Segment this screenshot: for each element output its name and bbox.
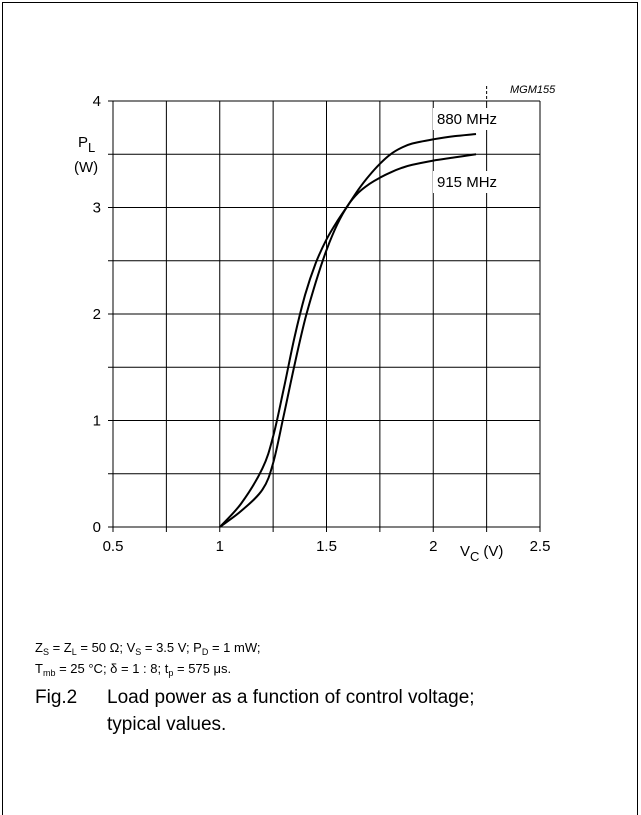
x-axis-label-main: V bbox=[460, 543, 470, 560]
series-label-880-bg bbox=[433, 108, 525, 130]
y-axis-label-main: P bbox=[78, 134, 88, 151]
y-tick-label: 0 bbox=[93, 519, 101, 536]
x-tick-label: 0.5 bbox=[103, 538, 124, 555]
figure-code: MGM155 bbox=[510, 84, 556, 96]
x-axis-label-unit: (V) bbox=[483, 543, 503, 560]
x-tick-label: 1 bbox=[216, 538, 224, 555]
x-tick-label: 1.5 bbox=[316, 538, 337, 555]
series-label-915-bg bbox=[433, 171, 525, 193]
caption-line-2: typical values. bbox=[107, 714, 227, 735]
chart: 0 1 2 3 4 0.5 1 1.5 2 2.5 MGM155 PL (W) VC (V) 880… bbox=[74, 84, 556, 564]
series-label-915: 915 MHz bbox=[437, 174, 497, 191]
grid bbox=[108, 86, 541, 532]
y-axis-label: PL bbox=[78, 134, 95, 155]
figure-number: Fig.2 bbox=[35, 687, 78, 708]
y-axis-label-sub: L bbox=[88, 140, 95, 155]
x-tick-label: 2 bbox=[429, 538, 437, 555]
caption-line-1: Load power as a function of control volt… bbox=[107, 687, 475, 708]
series-label-880: 880 MHz bbox=[437, 111, 497, 128]
y-tick-label: 3 bbox=[93, 200, 101, 217]
figure-caption: Fig.2 Load power as a function of control… bbox=[35, 684, 475, 738]
x-axis-label-sub: C bbox=[470, 549, 479, 564]
x-tick-label: 2.5 bbox=[530, 538, 551, 555]
tick-labels: 0 1 2 3 4 0.5 1 1.5 2 2.5 bbox=[93, 93, 551, 555]
conditions-line-1: ZS = ZL = 50 Ω; VS = 3.5 V; PD = 1 mW; bbox=[35, 640, 261, 657]
series-line-915 bbox=[219, 153, 477, 528]
curves bbox=[219, 133, 477, 528]
x-axis-label: VC (V) bbox=[460, 543, 503, 564]
y-tick-label: 2 bbox=[93, 306, 101, 323]
y-axis-unit: (W) bbox=[74, 159, 98, 176]
conditions-line-2: Tmb = 25 °C; δ = 1 : 8; tp = 575 μs. bbox=[35, 661, 232, 678]
y-tick-label: 4 bbox=[93, 93, 101, 110]
y-tick-label: 1 bbox=[93, 413, 101, 430]
